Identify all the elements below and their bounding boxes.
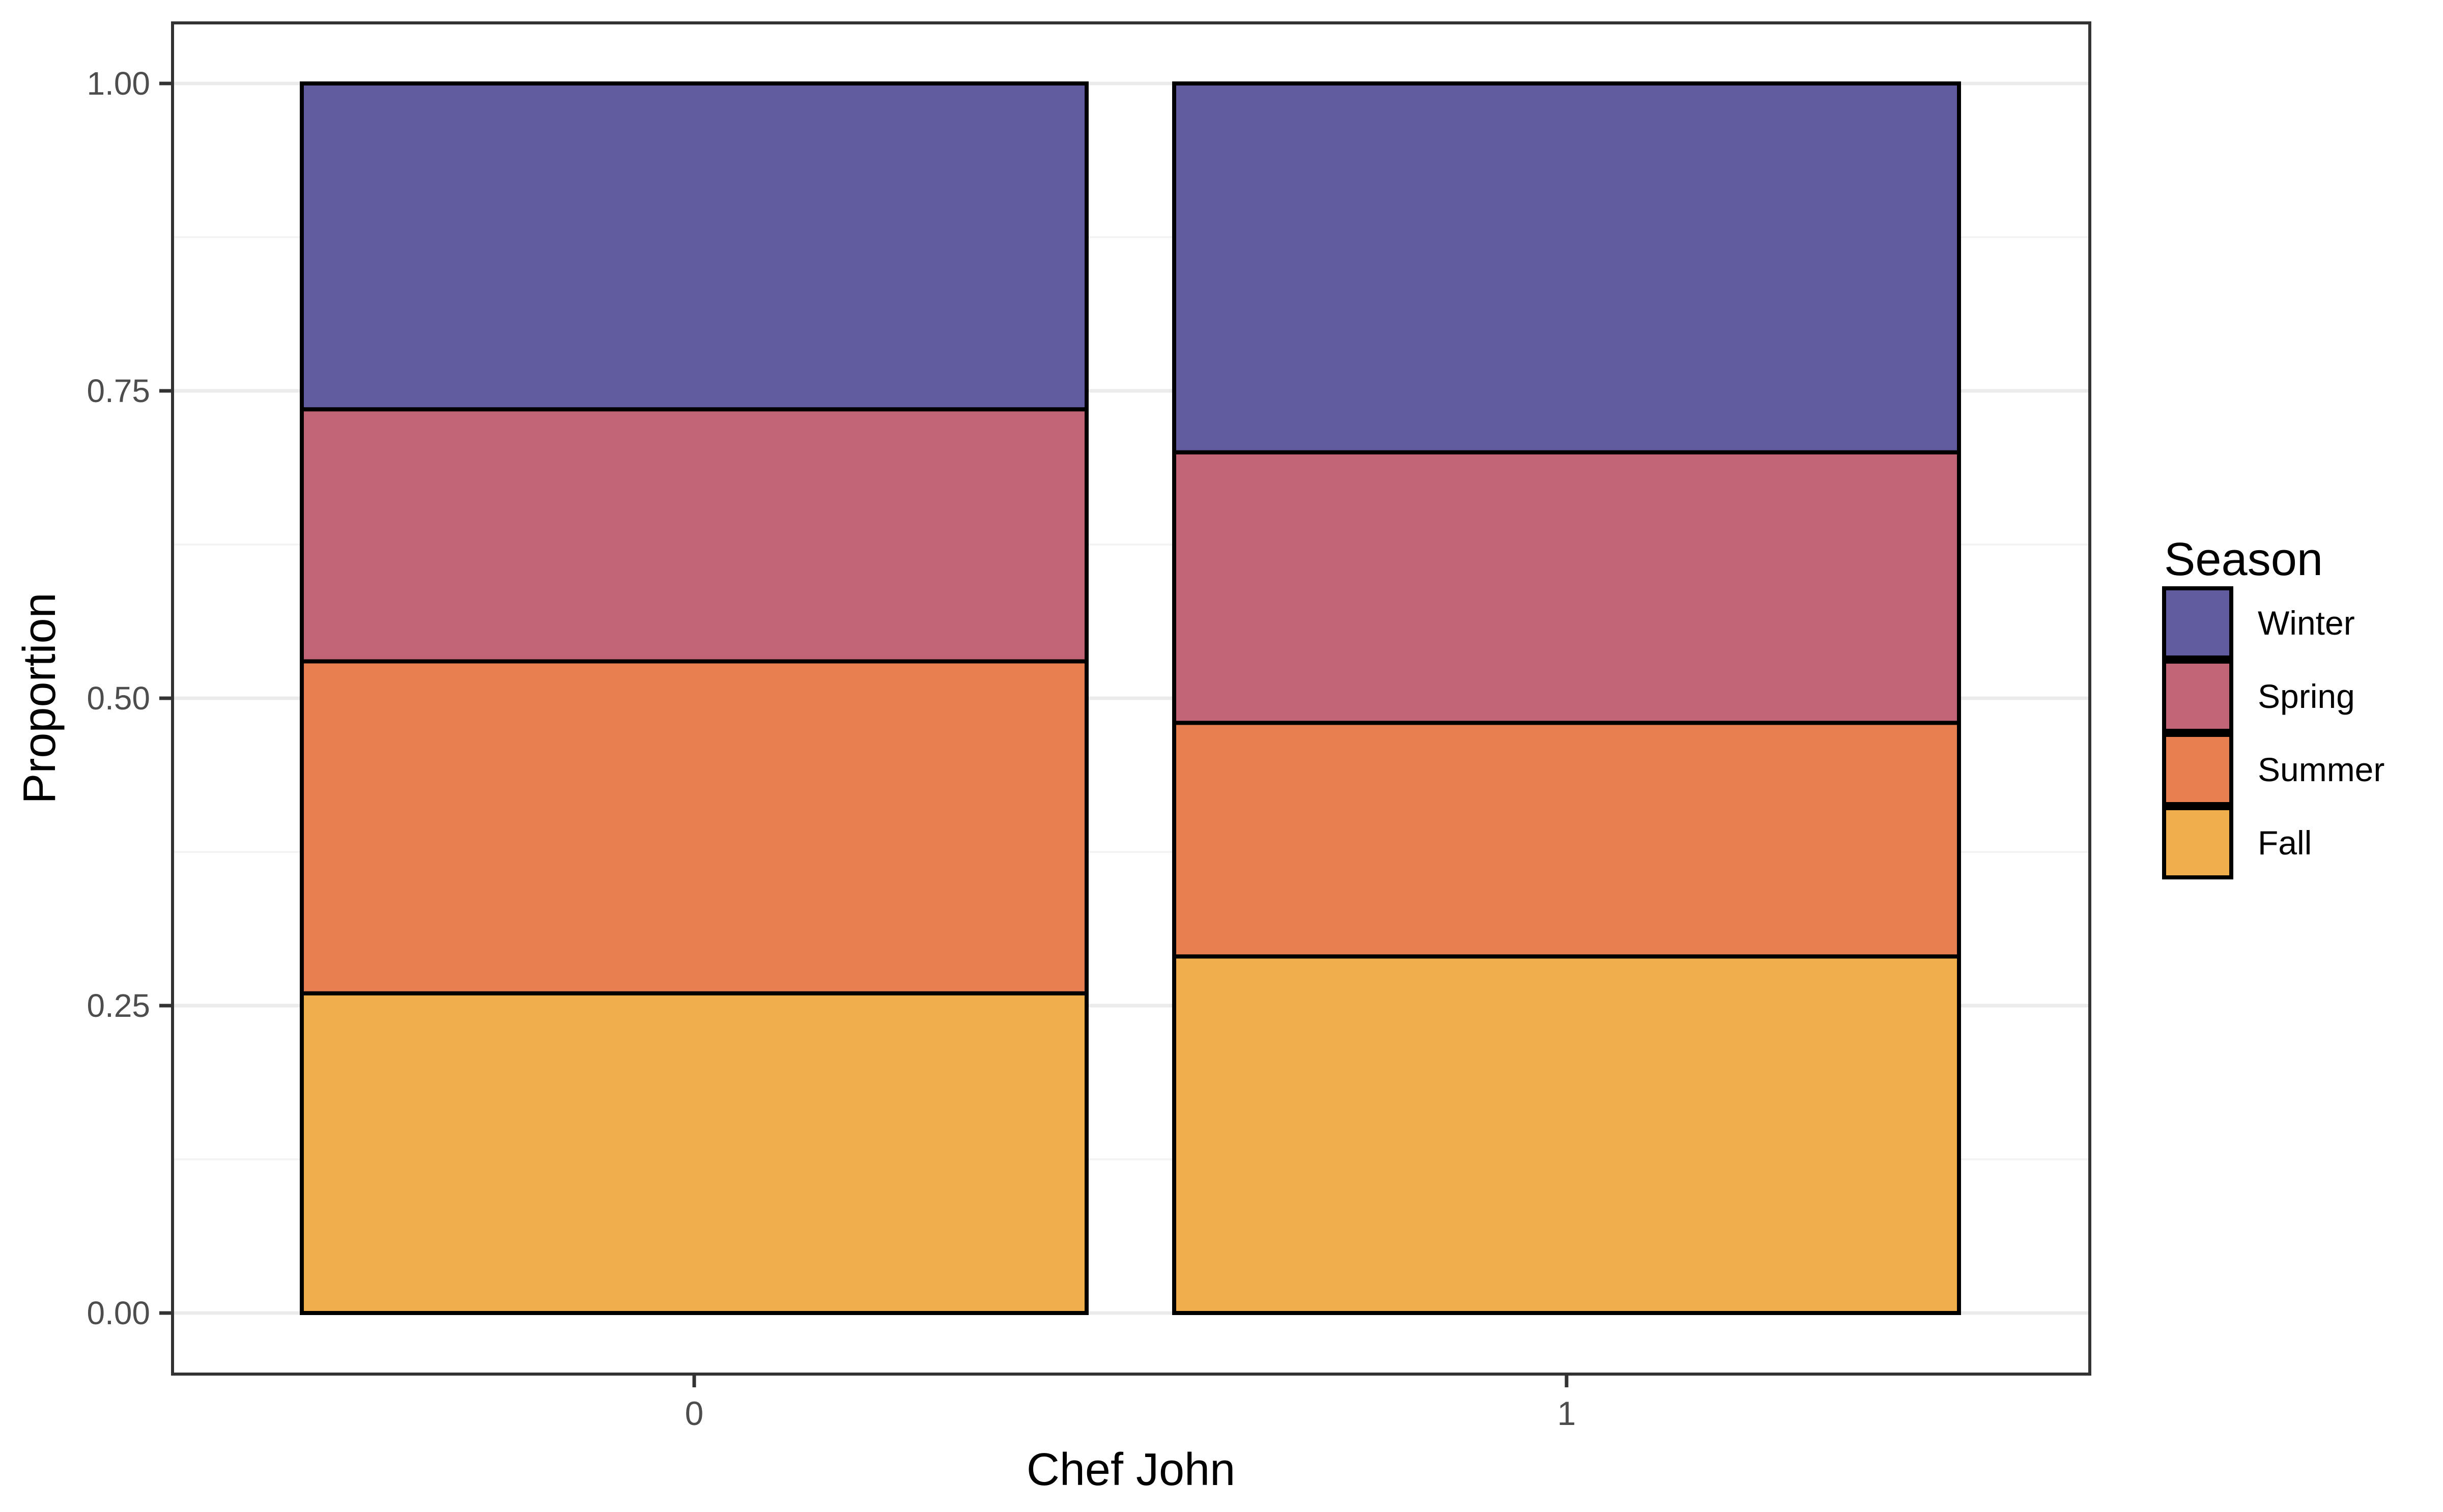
legend-label-winter: Winter <box>2258 604 2355 642</box>
legend-label-fall: Fall <box>2258 824 2312 862</box>
legend-label-spring: Spring <box>2258 677 2355 715</box>
y-tick-label-0.75: 0.75 <box>87 373 150 409</box>
bars <box>300 81 1961 1315</box>
y-tick-label-0.00: 0.00 <box>87 1295 150 1331</box>
bar-segment-fall-cat0 <box>300 991 1089 1315</box>
y-tick-label-1.00: 1.00 <box>87 65 150 102</box>
y-tick-label-0.50: 0.50 <box>87 680 150 717</box>
y-axis-title: Proportion <box>14 592 65 804</box>
legend-entry-summer: Summer <box>2162 733 2384 806</box>
bar-segment-winter-cat0 <box>300 81 1089 412</box>
x-axis-title: Chef John <box>1027 1444 1235 1495</box>
legend-swatch-summer <box>2162 733 2233 806</box>
bar-segment-fall-cat1 <box>1172 954 1961 1315</box>
legend-entry-spring: Spring <box>2162 660 2355 733</box>
legend-label-summer: Summer <box>2258 751 2384 788</box>
x-tick-label-0: 0 <box>685 1394 704 1432</box>
legend-title: Season <box>2164 533 2323 585</box>
legend-swatch-spring <box>2162 660 2233 733</box>
legend-entry-winter: Winter <box>2162 586 2355 660</box>
x-tick-label-1: 1 <box>1557 1394 1576 1432</box>
y-axis: 0.00 0.25 0.50 0.75 1.00 <box>87 65 173 1331</box>
bar-segment-spring-cat1 <box>1172 450 1961 725</box>
legend-keys: Winter Spring Summer Fall <box>2162 586 2384 879</box>
legend-swatch-fall <box>2162 806 2233 879</box>
legend: Season Winter Spring Summer Fall <box>2162 533 2384 879</box>
legend-entry-fall: Fall <box>2162 806 2312 879</box>
bar-segment-summer-cat0 <box>300 659 1089 995</box>
bar-segment-summer-cat1 <box>1172 721 1961 959</box>
bar-segment-winter-cat1 <box>1172 81 1961 454</box>
legend-swatch-winter <box>2162 586 2233 660</box>
y-tick-label-0.25: 0.25 <box>87 987 150 1024</box>
bar-segment-spring-cat0 <box>300 407 1089 664</box>
